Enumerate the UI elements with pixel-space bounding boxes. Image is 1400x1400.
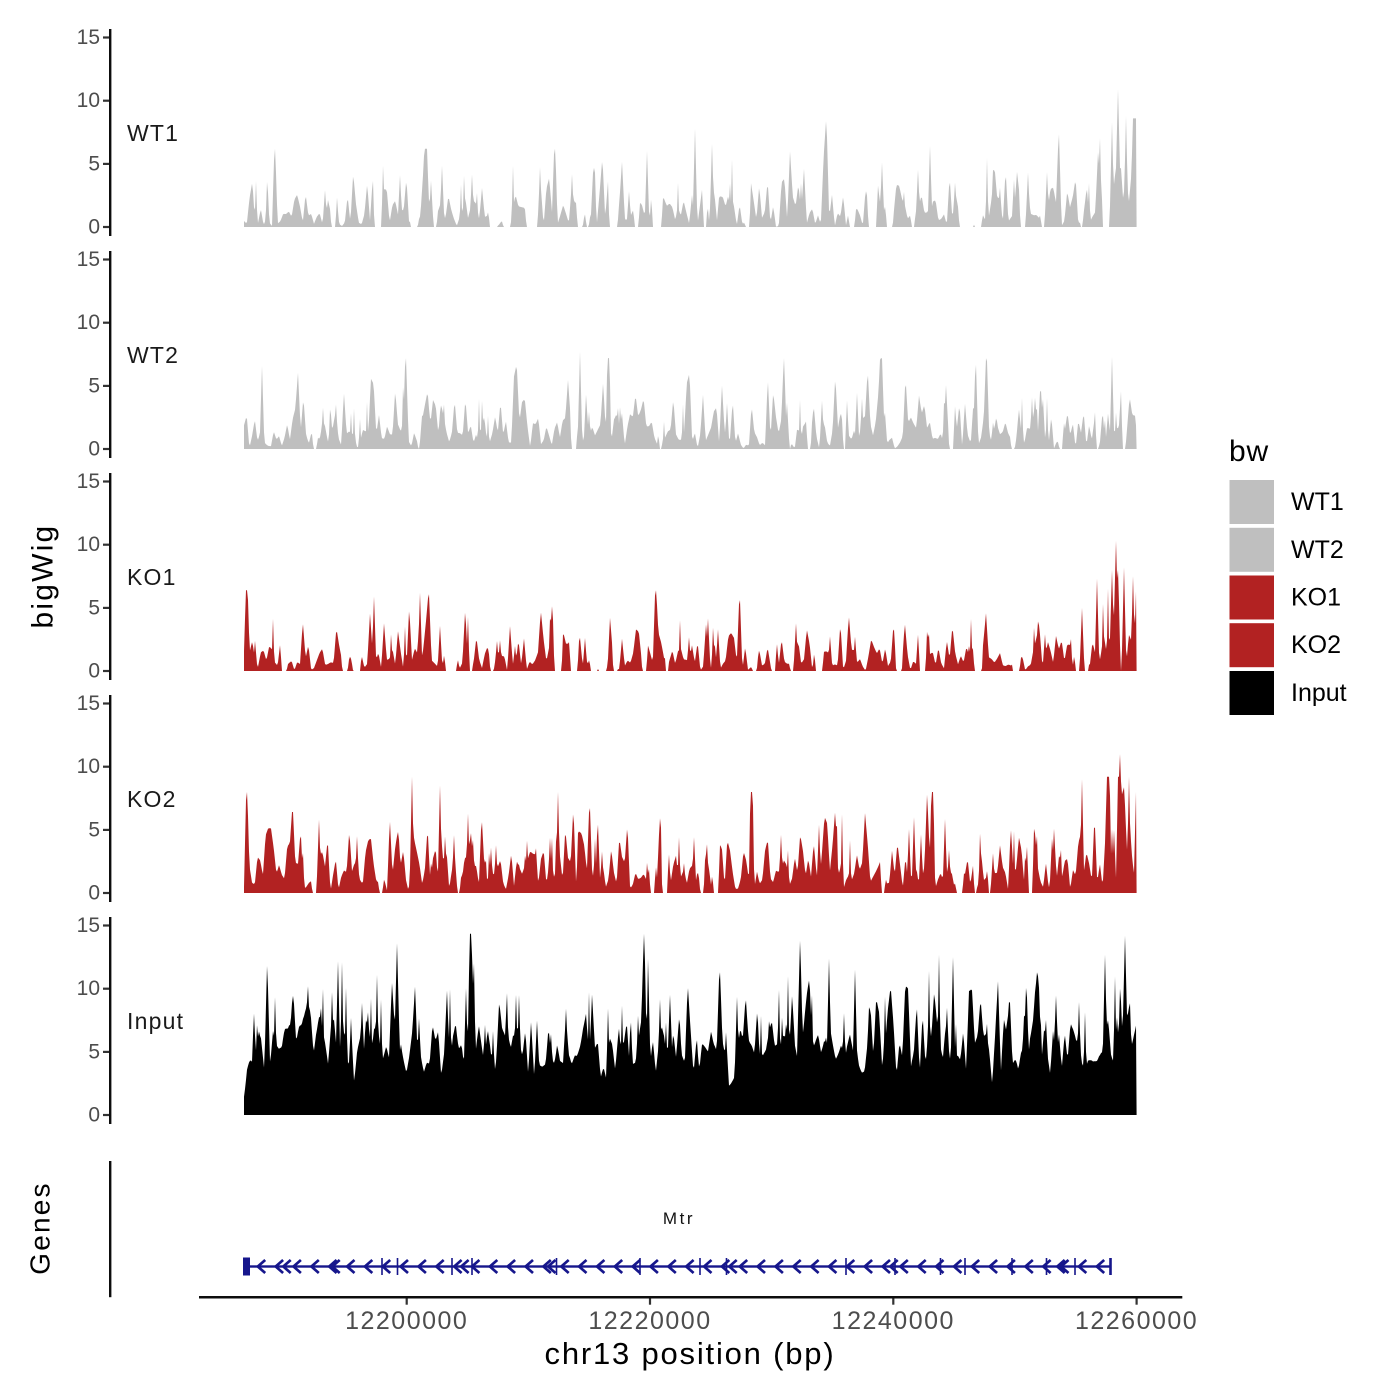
svg-text:WT2: WT2 [1291, 536, 1344, 564]
svg-text:5: 5 [88, 374, 100, 397]
svg-text:WT1: WT1 [1291, 488, 1344, 516]
svg-text:10: 10 [77, 755, 100, 778]
svg-text:12240000: 12240000 [832, 1307, 955, 1335]
svg-text:Mtr: Mtr [663, 1209, 695, 1228]
svg-text:0: 0 [88, 216, 100, 239]
svg-text:5: 5 [88, 818, 100, 841]
svg-text:15: 15 [77, 248, 100, 271]
svg-text:10: 10 [77, 533, 100, 556]
svg-text:10: 10 [77, 89, 100, 112]
svg-text:KO1: KO1 [127, 564, 177, 590]
svg-text:15: 15 [77, 914, 100, 937]
svg-text:12220000: 12220000 [588, 1307, 711, 1335]
svg-text:10: 10 [77, 977, 100, 1000]
svg-text:0: 0 [88, 438, 100, 461]
svg-text:5: 5 [88, 1040, 100, 1063]
svg-text:bw: bw [1229, 435, 1269, 468]
svg-text:15: 15 [77, 470, 100, 493]
svg-text:5: 5 [88, 596, 100, 619]
svg-text:WT2: WT2 [127, 342, 179, 368]
svg-text:0: 0 [88, 660, 100, 683]
svg-text:chr13 position (bp): chr13 position (bp) [545, 1336, 836, 1371]
svg-text:KO2: KO2 [127, 786, 177, 812]
svg-text:12260000: 12260000 [1075, 1307, 1198, 1335]
svg-text:bigWig: bigWig [27, 524, 60, 629]
svg-text:Genes: Genes [25, 1181, 56, 1275]
svg-text:0: 0 [88, 882, 100, 905]
svg-text:0: 0 [88, 1104, 100, 1127]
svg-text:Input: Input [127, 1008, 184, 1034]
svg-text:5: 5 [88, 152, 100, 175]
svg-text:Input: Input [1291, 679, 1347, 707]
svg-text:WT1: WT1 [127, 120, 179, 146]
svg-text:15: 15 [77, 692, 100, 715]
svg-text:KO1: KO1 [1291, 584, 1341, 612]
svg-text:KO2: KO2 [1291, 631, 1341, 659]
svg-text:15: 15 [77, 26, 100, 49]
svg-text:10: 10 [77, 311, 100, 334]
svg-text:12200000: 12200000 [345, 1307, 468, 1335]
